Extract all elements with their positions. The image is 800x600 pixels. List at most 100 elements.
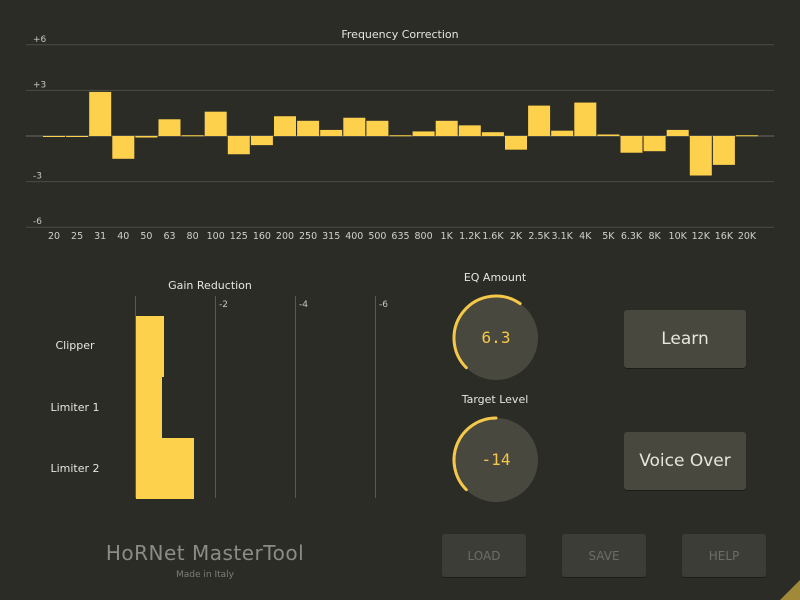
gain-reduction-tick: -2 xyxy=(219,300,228,310)
eq-band-bar-5K[interactable] xyxy=(597,134,620,136)
eq-band-bar-250[interactable] xyxy=(297,120,320,136)
eq-band-bar-200[interactable] xyxy=(274,116,296,136)
eq-band-bar-20[interactable] xyxy=(43,136,65,137)
limiter-1-meter-bar xyxy=(136,377,162,438)
x-tick-label: 40 xyxy=(117,231,129,242)
gain-reduction-gridline xyxy=(295,296,296,498)
gain-reduction-gridline xyxy=(375,296,376,498)
resize-handle[interactable] xyxy=(780,580,800,600)
target-level-title: Target Level xyxy=(461,393,529,406)
limiter-2-meter-bar xyxy=(136,438,194,499)
y-tick-label: +3 xyxy=(33,80,46,90)
eq-band-bar-25[interactable] xyxy=(66,136,89,137)
gain-reduction-title: Gain Reduction xyxy=(168,279,252,292)
eq-band-bar-3.1K[interactable] xyxy=(551,130,574,136)
eq-band-bar-1.6K[interactable] xyxy=(481,132,504,136)
eq-band-bar-6.3K[interactable] xyxy=(620,136,643,153)
x-tick-label: 160 xyxy=(253,231,271,242)
help-button[interactable]: HELP xyxy=(682,534,766,577)
x-tick-label: 25 xyxy=(71,231,83,242)
eq-amount-value: 6.3 xyxy=(481,328,511,347)
x-tick-label: 4K xyxy=(579,231,592,242)
x-tick-label: 1.2K xyxy=(459,231,481,242)
eq-band-bar-16K[interactable] xyxy=(712,136,735,165)
app-logo-text: HoRNet MasterTool xyxy=(105,541,305,565)
x-tick-label: 500 xyxy=(368,231,386,242)
target-level-value: -14 xyxy=(481,450,511,469)
eq-band-bar-400[interactable] xyxy=(343,117,366,136)
eq-amount-title: EQ Amount xyxy=(463,271,527,284)
chart-title: Frequency Correction xyxy=(341,28,458,41)
chart-x-ticks: 20 25 31 40 50 63 80 100 125 160 200 250 315 400 500 63… xyxy=(48,231,757,242)
eq-band-bar-31[interactable] xyxy=(89,91,112,136)
x-tick-label: 16K xyxy=(715,231,734,242)
x-tick-label: 125 xyxy=(230,231,248,242)
eq-band-bar-635[interactable] xyxy=(389,135,412,137)
eq-band-bar-315[interactable] xyxy=(320,129,343,136)
clipper-label: Clipper xyxy=(55,339,95,352)
eq-amount-knob[interactable] xyxy=(450,292,542,384)
y-tick-label: -3 xyxy=(33,172,42,182)
target-level-arc xyxy=(452,416,498,492)
limiter-2-label: Limiter 2 xyxy=(50,462,100,475)
made-in-italy-text: Made in Italy xyxy=(176,570,234,580)
eq-band-bar-800[interactable] xyxy=(412,131,435,136)
gain-reduction-axis xyxy=(135,296,136,498)
x-tick-label: 80 xyxy=(187,231,199,242)
y-tick-label: -6 xyxy=(33,217,42,227)
x-tick-label: 315 xyxy=(322,231,340,242)
load-button[interactable]: LOAD xyxy=(442,534,526,577)
eq-band-bar-50[interactable] xyxy=(135,136,158,138)
x-tick-label: 12K xyxy=(692,231,711,242)
eq-band-bar-2K[interactable] xyxy=(505,136,527,150)
x-tick-label: 20K xyxy=(738,231,757,242)
x-tick-label: 3.1K xyxy=(552,231,574,242)
clipper-meter-bar xyxy=(136,316,164,377)
gain-reduction-tick: -6 xyxy=(379,300,388,310)
x-tick-label: 31 xyxy=(94,231,106,242)
x-tick-label: 2.5K xyxy=(528,231,550,242)
x-tick-label: 1.6K xyxy=(482,231,504,242)
eq-band-bar-2.5K[interactable] xyxy=(528,105,551,136)
x-tick-label: 200 xyxy=(276,231,294,242)
x-tick-label: 50 xyxy=(140,231,152,242)
x-tick-label: 6.3K xyxy=(621,231,643,242)
eq-band-bar-1K[interactable] xyxy=(435,120,458,136)
x-tick-label: 1K xyxy=(441,231,454,242)
eq-band-bar-160[interactable] xyxy=(250,136,273,146)
frequency-correction-chart: Frequency Correction +6 +3 -3 -6 20 25 31 40 50… xyxy=(26,28,774,242)
x-tick-label: 800 xyxy=(415,231,433,242)
x-tick-label: 635 xyxy=(391,231,409,242)
gain-reduction-tick: -4 xyxy=(299,300,308,310)
learn-button[interactable]: Learn xyxy=(624,310,746,368)
eq-band-bar-80[interactable] xyxy=(181,135,204,137)
x-tick-label: 250 xyxy=(299,231,317,242)
eq-band-bar-63[interactable] xyxy=(158,119,181,136)
eq-band-bar-20K[interactable] xyxy=(736,135,758,137)
x-tick-label: 5K xyxy=(602,231,615,242)
voice-over-button[interactable]: Voice Over xyxy=(624,432,746,490)
eq-band-bar-1.2K[interactable] xyxy=(458,125,481,136)
limiter-1-label: Limiter 1 xyxy=(50,401,100,414)
target-level-knob[interactable] xyxy=(450,414,542,506)
eq-band-bar-40[interactable] xyxy=(112,136,135,159)
save-button[interactable]: SAVE xyxy=(562,534,646,577)
x-tick-label: 100 xyxy=(207,231,225,242)
eq-band-bar-125[interactable] xyxy=(227,136,250,155)
x-tick-label: 2K xyxy=(510,231,523,242)
eq-band-bar-12K[interactable] xyxy=(689,136,712,176)
eq-amount-arc xyxy=(452,294,522,370)
gain-reduction-gridline xyxy=(215,296,216,498)
x-tick-label: 400 xyxy=(345,231,363,242)
x-tick-label: 20 xyxy=(48,231,60,242)
eq-band-bar-4K[interactable] xyxy=(574,102,597,136)
x-tick-label: 10K xyxy=(669,231,688,242)
x-tick-label: 63 xyxy=(163,231,175,242)
eq-band-bar-8K[interactable] xyxy=(643,136,666,152)
x-tick-label: 8K xyxy=(648,231,661,242)
eq-band-bar-100[interactable] xyxy=(204,111,227,136)
y-tick-label: +6 xyxy=(33,35,47,45)
chart-bars xyxy=(43,91,758,176)
eq-band-bar-10K[interactable] xyxy=(666,129,689,136)
eq-band-bar-500[interactable] xyxy=(366,120,389,136)
